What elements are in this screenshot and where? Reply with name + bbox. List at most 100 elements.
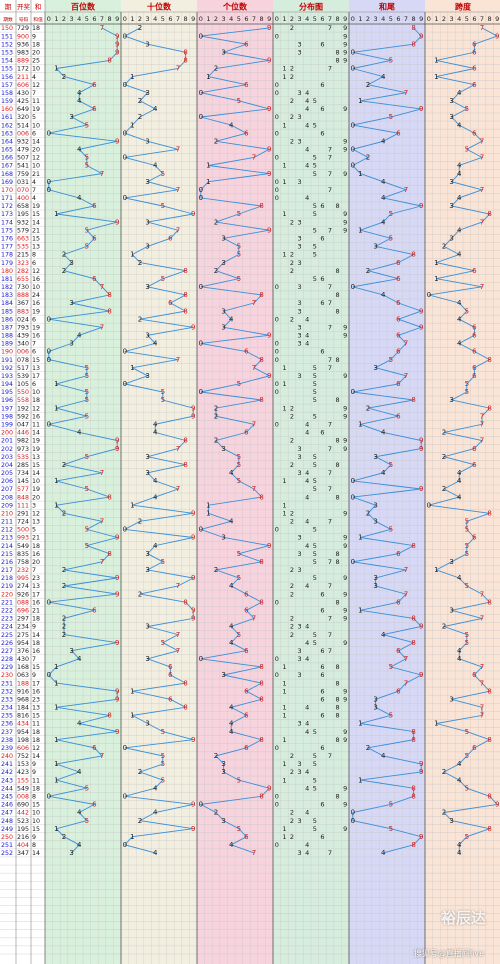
sum-tail-mark: 0 [351, 146, 355, 154]
hundreds-mark: 5 [85, 226, 89, 234]
sum-tail-mark: 8 [411, 736, 415, 744]
issue-label: 151 [1, 33, 13, 40]
tens-mark: 3 [145, 218, 149, 226]
sum-tail-mark: 5 [389, 235, 393, 243]
hundreds-mark: 8 [107, 550, 111, 558]
span-mark: 4 [457, 647, 462, 655]
tens-mark: 4 [153, 421, 158, 429]
distribution-mark: 7 [328, 364, 332, 372]
span-mark: 7 [480, 421, 484, 429]
header-digit: 3 [222, 15, 226, 23]
distribution-mark: 2 [290, 509, 294, 517]
distribution-mark: 7 [328, 518, 332, 526]
sum-tail-mark: 1 [358, 226, 362, 234]
units-mark: 8 [259, 291, 263, 299]
draw-number: 192 [17, 405, 29, 412]
hundreds-mark: 3 [69, 299, 73, 307]
distribution-mark: 7 [328, 421, 332, 429]
hundreds-mark: 9 [115, 137, 119, 145]
hundreds-mark: 2 [62, 267, 66, 275]
tens-mark: 0 [123, 194, 127, 202]
sum-value: 7 [32, 341, 36, 348]
hundreds-mark: 9 [115, 574, 119, 582]
tens-mark: 3 [145, 655, 149, 663]
units-mark: 2 [214, 752, 218, 760]
distribution-mark: 9 [343, 825, 347, 833]
units-mark: 5 [237, 776, 241, 784]
sum-value: 16 [32, 599, 40, 606]
distribution-mark: 8 [336, 695, 340, 703]
tens-mark: 6 [168, 299, 173, 307]
tens-mark: 0 [123, 793, 127, 801]
distribution-mark: 3 [298, 259, 302, 267]
hundreds-mark: 7 [100, 518, 104, 526]
units-mark: 6 [244, 712, 249, 720]
distribution-mark: 5 [313, 412, 317, 420]
distribution-mark: 4 [305, 728, 309, 736]
distribution-mark: 5 [313, 752, 317, 760]
issue-label: 195 [1, 389, 13, 396]
units-mark: 6 [244, 744, 249, 752]
distribution-mark: 2 [290, 768, 294, 776]
distribution-mark: 0 [275, 801, 279, 809]
distribution-mark: 5 [313, 162, 317, 170]
sum-value: 10 [32, 66, 40, 73]
hundreds-mark: 3 [69, 259, 73, 267]
issue-label: 232 [1, 688, 13, 695]
hundreds-mark: 6 [92, 235, 97, 243]
distribution-mark: 8 [336, 493, 340, 501]
distribution-mark: 4 [305, 429, 309, 437]
distribution-mark: 9 [343, 687, 347, 695]
distribution-mark: 3 [298, 655, 302, 663]
header-digit: 6 [244, 15, 248, 23]
sum-value: 14 [32, 470, 40, 477]
draw-number: 983 [17, 50, 29, 57]
units-mark: 3 [221, 534, 225, 542]
units-mark: 1 [206, 509, 210, 517]
units-mark: 7 [252, 421, 256, 429]
draw-number: 479 [17, 147, 29, 154]
units-mark: 8 [259, 493, 263, 501]
issue-label: 245 [1, 794, 13, 801]
draw-number: 423 [17, 769, 29, 776]
sum-tail-mark: 8 [411, 251, 415, 259]
distribution-mark: 5 [313, 485, 317, 493]
distribution-mark: 2 [290, 137, 294, 145]
distribution-mark: 3 [298, 299, 302, 307]
sum-tail-mark: 0 [351, 121, 355, 129]
units-mark: 0 [199, 655, 203, 663]
span-mark: 4 [457, 299, 462, 307]
span-mark: 4 [457, 340, 462, 348]
distribution-mark: 1 [282, 825, 286, 833]
draw-number: 500 [17, 527, 29, 534]
span-mark: 3 [449, 97, 453, 105]
header-digit: 5 [237, 15, 241, 23]
distribution-mark: 5 [313, 97, 317, 105]
span-mark: 5 [465, 146, 469, 154]
draw-number: 216 [17, 834, 29, 841]
draw-number: 031 [17, 179, 29, 186]
units-mark: 8 [259, 396, 263, 404]
span-mark: 2 [442, 485, 446, 493]
draw-number: 982 [17, 438, 29, 445]
tens-mark: 3 [145, 243, 149, 251]
units-mark: 3 [221, 259, 225, 267]
tens-mark: 0 [123, 81, 127, 89]
distribution-mark: 4 [305, 704, 309, 712]
header-group-5: 跨度 [455, 2, 472, 12]
tens-mark: 2 [138, 817, 142, 825]
span-mark: 6 [472, 40, 477, 48]
distribution-mark: 5 [313, 784, 317, 792]
draw-number: 916 [17, 688, 29, 695]
hundreds-mark: 1 [54, 679, 58, 687]
issue-label: 249 [1, 826, 13, 833]
sum-tail-mark: 5 [389, 57, 393, 65]
units-mark: 7 [252, 154, 256, 162]
span-mark: 2 [442, 623, 446, 631]
issue-label: 201 [1, 438, 13, 445]
sum-value: 14 [32, 753, 40, 760]
span-mark: 5 [465, 833, 469, 841]
issue-label: 242 [1, 769, 13, 776]
sum-tail-mark: 4 [381, 631, 386, 639]
distribution-mark: 1 [282, 65, 286, 73]
